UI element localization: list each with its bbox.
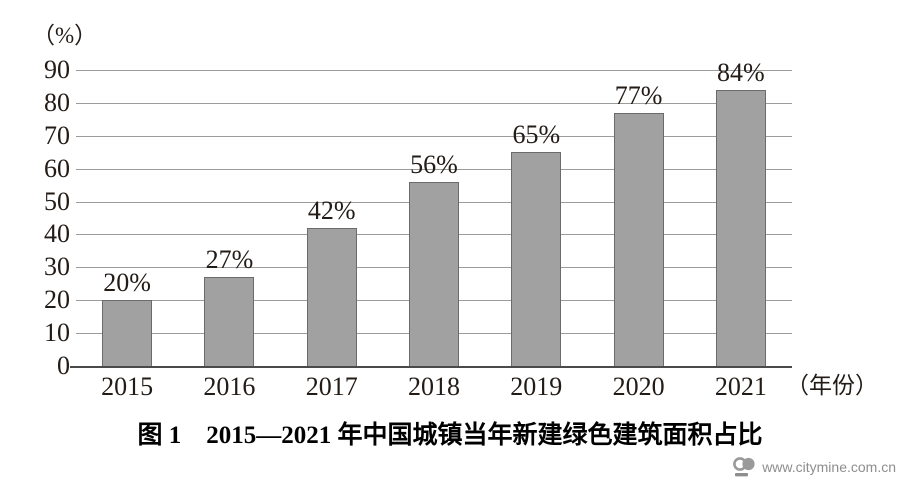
figure-caption: 图 1 2015—2021 年中国城镇当年新建绿色建筑面积占比 [137, 422, 763, 449]
x-category-label-2019: 2019 [510, 372, 563, 401]
gridline-60 [76, 168, 792, 170]
bar-chart-plot-area: 0 10 20 30 40 50 60 70 80 90 20% 27% 42% 56% 65% 77% 84%… [44, 55, 792, 401]
x-category-label-2015: 2015 [101, 372, 154, 401]
watermark-url-text: www.citymine.com.cn [762, 459, 896, 475]
y-axis-unit-label: （%） [32, 23, 98, 48]
bar-2016 [204, 277, 255, 366]
x-category-label-2016: 2016 [203, 372, 256, 401]
y-tick-label-70: 70 [44, 120, 70, 150]
y-tick-label-90: 90 [44, 55, 70, 84]
bar-value-label-2015: 20% [103, 268, 151, 298]
bar-2018 [409, 181, 459, 366]
bar-2021 [715, 89, 766, 366]
bar-2019 [511, 152, 562, 366]
y-tick-label-60: 60 [44, 153, 70, 183]
x-axis-unit-label: （年份） [786, 373, 878, 398]
x-category-label-2020: 2020 [612, 372, 665, 401]
watermark: www.citymine.com.cn [732, 456, 896, 478]
bar-value-label-2020: 77% [614, 80, 663, 110]
y-tick-label-30: 30 [44, 252, 70, 282]
y-tick-label-40: 40 [44, 219, 70, 249]
y-tick-label-10: 10 [44, 318, 70, 348]
y-tick-label-80: 80 [44, 87, 70, 117]
bar-value-label-2019: 65% [512, 120, 561, 150]
gridline-80 [76, 102, 792, 104]
bar-value-label-2018: 56% [410, 149, 458, 179]
gridline-70 [76, 135, 792, 137]
bar-2015 [102, 300, 153, 366]
y-tick-label-50: 50 [44, 186, 70, 216]
x-axis-line [70, 366, 792, 368]
citymine-logo-icon [733, 457, 755, 477]
gridline-90 [76, 70, 792, 71]
x-category-label-2021: 2021 [714, 372, 767, 401]
bar-value-label-2017: 42% [307, 195, 356, 225]
x-category-label-2018: 2018 [408, 372, 460, 401]
y-tick-label-0: 0 [57, 351, 70, 380]
x-category-label-2017: 2017 [305, 372, 358, 401]
bar-value-label-2021: 84% [717, 57, 765, 87]
y-tick-label-20: 20 [44, 285, 70, 315]
bar-2020 [613, 112, 664, 366]
bar-2017 [306, 227, 357, 366]
bar-value-label-2016: 27% [205, 245, 254, 275]
